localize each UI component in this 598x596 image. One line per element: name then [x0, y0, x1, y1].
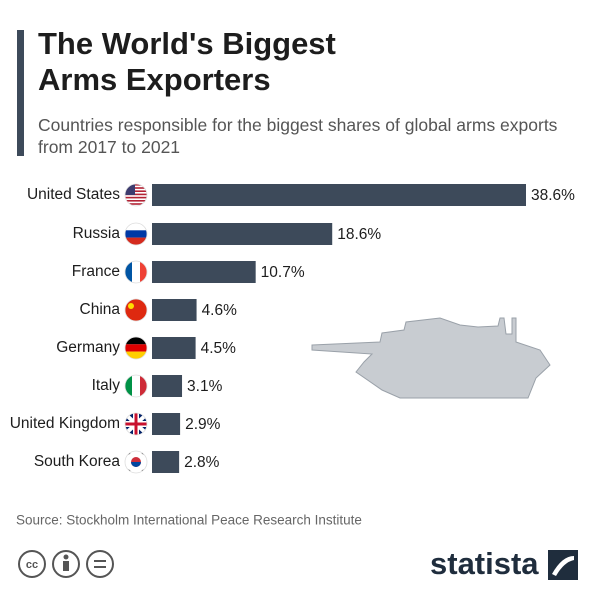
flag-part — [132, 261, 140, 283]
accent-bar — [17, 30, 24, 156]
flag — [125, 375, 147, 397]
value-label: 2.8% — [184, 454, 220, 471]
brand: statista — [430, 546, 539, 581]
flag-border — [124, 183, 148, 207]
flag-border — [124, 450, 148, 474]
category-label: United States — [26, 186, 120, 203]
license-icons: cc — [18, 550, 114, 578]
flag-part — [125, 200, 147, 202]
category-label: Germany — [56, 339, 120, 356]
chart-title: The World's Biggest Arms Exporters — [38, 26, 336, 97]
flag-border — [124, 260, 148, 284]
flag-border — [124, 374, 148, 398]
flag-border — [124, 412, 148, 436]
value-label: 4.5% — [201, 340, 237, 357]
tank-silhouette — [311, 317, 551, 399]
flag-part — [125, 413, 147, 435]
value-label: 10.7% — [261, 264, 305, 281]
flag-icon — [124, 260, 148, 284]
flag-part — [125, 237, 147, 245]
flag-border — [124, 222, 148, 246]
bar — [152, 223, 333, 245]
flag-part — [125, 190, 147, 192]
flag-part — [125, 344, 147, 352]
flag-part — [125, 337, 147, 345]
flag-icon — [124, 183, 148, 207]
flag-part — [125, 261, 132, 283]
bar — [152, 451, 180, 473]
flag-part — [125, 223, 147, 231]
flag-part — [125, 375, 132, 397]
flag-part — [132, 375, 140, 397]
flag-part — [125, 184, 135, 195]
category-label: China — [79, 301, 121, 318]
bar — [152, 413, 181, 435]
flag — [125, 184, 147, 206]
flag — [125, 261, 147, 283]
brand-logo — [548, 550, 578, 580]
bar — [152, 375, 183, 397]
source: Source: Stockholm International Peace Re… — [16, 513, 362, 528]
flag-part — [125, 184, 147, 186]
value-label: 18.6% — [337, 226, 381, 243]
value-label: 4.6% — [202, 302, 238, 319]
flag — [125, 223, 147, 245]
category-label: Russia — [72, 225, 120, 242]
flag-part — [125, 187, 147, 189]
flag-part — [125, 230, 147, 238]
flag-part — [128, 303, 134, 309]
category-label: South Korea — [33, 453, 120, 470]
flag-part — [125, 196, 147, 199]
flag — [125, 299, 147, 321]
value-label: 2.9% — [185, 416, 221, 433]
bar — [152, 299, 197, 321]
flag-icon — [124, 412, 148, 436]
flag — [125, 337, 147, 359]
value-label: 3.1% — [187, 378, 223, 395]
flag-border — [124, 298, 148, 322]
flag-part — [125, 203, 147, 205]
flag-part — [140, 375, 147, 397]
category-label: United Kingdom — [9, 415, 120, 432]
flag-border — [124, 336, 148, 360]
flag-icon — [124, 222, 148, 246]
flag-part — [140, 261, 147, 283]
category-label: France — [71, 263, 120, 280]
flag-part — [125, 193, 147, 196]
bar — [152, 261, 256, 283]
svg-text:cc: cc — [26, 559, 38, 571]
category-label: Italy — [91, 377, 120, 394]
value-label: 38.6% — [531, 187, 575, 204]
flag-icon — [124, 374, 148, 398]
flag-icon — [124, 450, 148, 474]
flag-icon — [124, 298, 148, 322]
bar — [152, 337, 196, 359]
chart-subtitle: Countries responsible for the biggest sh… — [38, 115, 558, 157]
bar — [152, 184, 526, 206]
flag-part — [131, 462, 141, 467]
flag-part — [125, 351, 147, 359]
flag-icon — [124, 336, 148, 360]
